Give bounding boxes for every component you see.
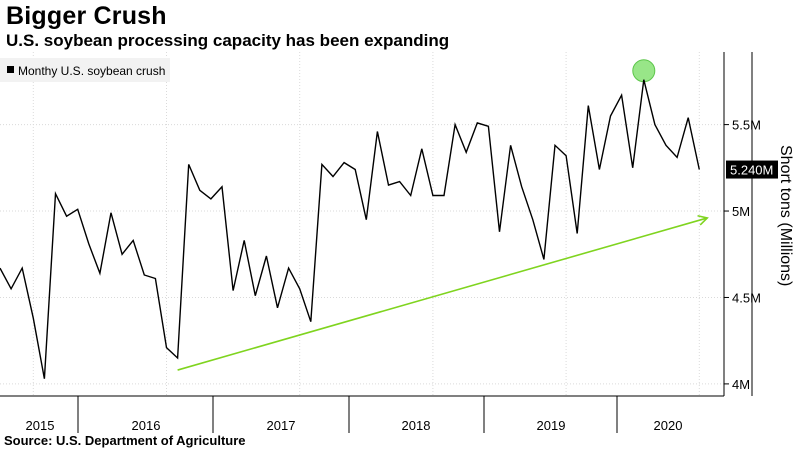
legend-swatch <box>7 66 14 73</box>
legend: Monthy U.S. soybean crush <box>0 58 170 82</box>
chart-subtitle: U.S. soybean processing capacity has bee… <box>6 31 450 50</box>
x-tick-label: 2017 <box>267 418 296 433</box>
y-axis: 4M 4.5M 5M 5.5M 5.240M <box>723 52 778 396</box>
x-tick-label: 2020 <box>654 418 683 433</box>
series-line <box>0 79 700 379</box>
y-tick-label: 4M <box>732 377 750 392</box>
y-axis-title: Short tons (Millions) <box>777 145 794 286</box>
chart-title: Bigger Crush <box>6 2 167 30</box>
gridlines <box>0 52 724 396</box>
peak-highlight-circle <box>632 59 656 83</box>
x-axis: 2015 2016 2017 2018 2019 2020 <box>0 395 724 433</box>
last-value-tag <box>726 160 778 179</box>
x-tick-label: 2018 <box>402 418 431 433</box>
last-value-label: 5.240M <box>730 163 773 178</box>
y-tick-label: 5M <box>732 204 750 219</box>
trend-arrow-line <box>177 217 708 371</box>
y-tick-label: 5.5M <box>732 118 761 133</box>
x-tick-label: 2019 <box>537 418 566 433</box>
series-lines <box>0 79 700 379</box>
legend-background <box>0 58 170 82</box>
trend-arrow-head <box>697 214 709 226</box>
x-tick-label: 2015 <box>26 418 55 433</box>
legend-label: Monthy U.S. soybean crush <box>18 64 165 78</box>
annotations <box>177 59 709 371</box>
x-tick-label: 2016 <box>132 418 161 433</box>
y-tick-label: 4.5M <box>732 290 761 305</box>
source-note: Source: U.S. Department of Agriculture <box>4 433 246 448</box>
